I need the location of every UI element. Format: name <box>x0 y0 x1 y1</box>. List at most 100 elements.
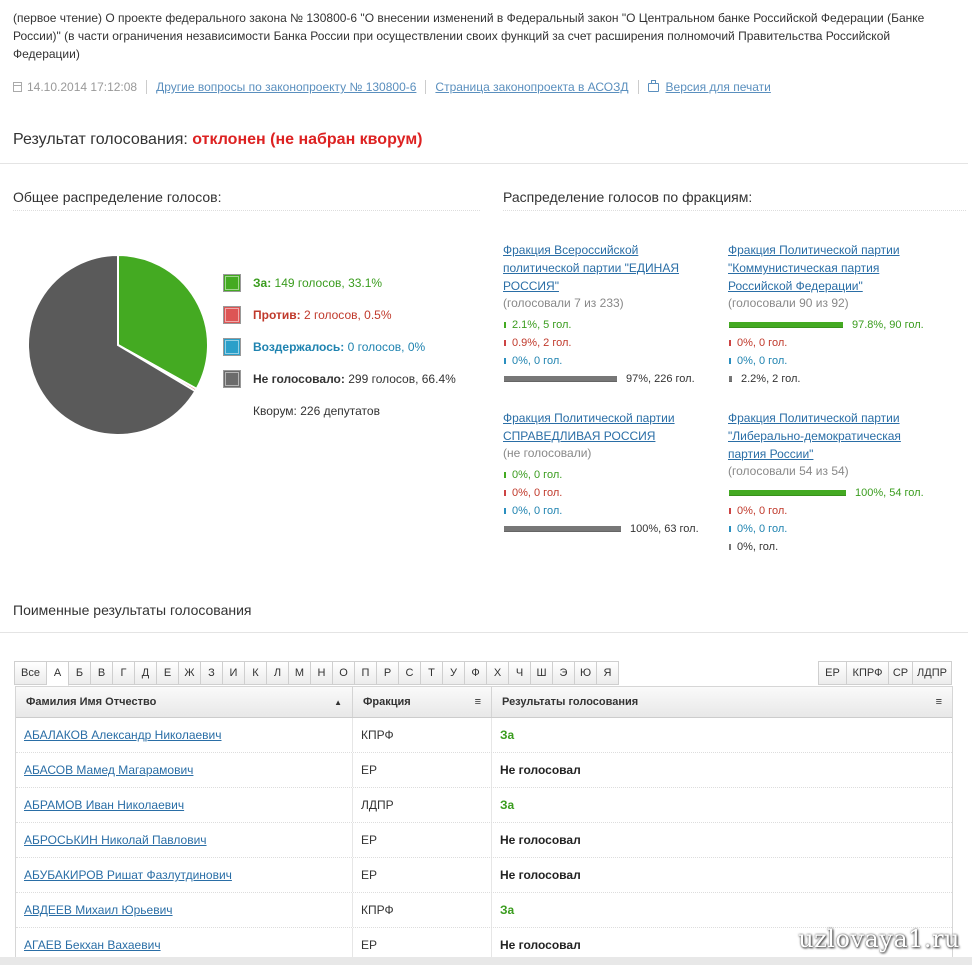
vote-share-bar <box>504 322 506 328</box>
letter-tab[interactable]: Д <box>135 661 157 685</box>
print-version-link[interactable]: Версия для печати <box>665 80 771 94</box>
letter-tab[interactable]: Б <box>69 661 91 685</box>
faction-filter-tab[interactable]: СР <box>889 661 913 685</box>
vote-share-text: 97%, 226 гол. <box>626 373 695 385</box>
other-questions-link[interactable]: Другие вопросы по законопроекту № 130800… <box>156 80 417 94</box>
result-status: отклонен (не набран кворум) <box>192 131 423 148</box>
letter-tab[interactable]: Л <box>267 661 289 685</box>
vote-pie-chart <box>27 253 209 436</box>
letter-tab[interactable]: В <box>91 661 113 685</box>
deputy-name-link[interactable]: АБУБАКИРОВ Ришат Фазлутдинович <box>24 868 232 882</box>
table-row: АБРАМОВ Иван Николаевич ЛДПР За <box>16 788 952 823</box>
faction-value: КПРФ <box>361 903 394 917</box>
letter-tab[interactable]: К <box>245 661 267 685</box>
menu-icon[interactable]: ≡ <box>474 696 481 708</box>
faction-vote-row-abs: 0%, 0 гол. <box>728 520 928 538</box>
divider <box>503 210 966 211</box>
table-row: АБАЛАКОВ Александр Николаевич КПРФ За <box>16 718 952 753</box>
vote-share-text: 0%, 0 гол. <box>737 505 788 517</box>
letter-tab[interactable]: Е <box>157 661 179 685</box>
letter-tab[interactable]: Р <box>377 661 399 685</box>
faction-filter-tab[interactable]: КПРФ <box>847 661 889 685</box>
legend-label: Не голосовало: <box>253 372 345 386</box>
vote-share-text: 2.2%, 2 гол. <box>741 373 801 385</box>
letter-tab[interactable]: И <box>223 661 245 685</box>
horizontal-scrollbar[interactable] <box>0 957 972 965</box>
column-title: Фракция <box>363 696 411 708</box>
vote-cell: За <box>492 788 952 822</box>
printer-icon[interactable] <box>647 79 659 92</box>
letter-tab[interactable]: Т <box>421 661 443 685</box>
table-row: АВДЕЕВ Михаил Юрьевич КПРФ За <box>16 893 952 928</box>
legend-swatch-yes <box>223 274 241 292</box>
letter-tab[interactable]: П <box>355 661 377 685</box>
asozd-page-link[interactable]: Страница законопроекта в АСОЗД <box>435 80 629 94</box>
letter-tab[interactable]: У <box>443 661 465 685</box>
vote-share-bar <box>504 376 617 382</box>
vote-datetime: 14.10.2014 17:12:08 <box>27 80 138 94</box>
deputy-name-link[interactable]: АБРОСЬКИН Николай Павлович <box>24 833 207 847</box>
faction-vote-row-yes: 97.8%, 90 гол. <box>728 316 928 334</box>
vote-share-text: 0.9%, 2 гол. <box>512 337 572 349</box>
vote-share-bar <box>504 472 506 478</box>
faction-participation: (голосовали 7 из 233) <box>503 296 624 310</box>
faction-filter-tab[interactable]: ЕР <box>818 661 847 685</box>
divider <box>0 632 968 633</box>
letter-tab[interactable]: Ж <box>179 661 201 685</box>
letter-tab[interactable]: Э <box>553 661 575 685</box>
faction-value: ЕР <box>361 833 378 847</box>
letter-tab[interactable]: Х <box>487 661 509 685</box>
faction-vote-row-yes: 0%, 0 гол. <box>503 466 703 484</box>
letter-tab[interactable]: Ч <box>509 661 531 685</box>
column-header-result[interactable]: Результаты голосования ≡ <box>492 687 952 717</box>
faction-name-link[interactable]: Фракция Политической партии "Коммунистич… <box>728 243 900 293</box>
letter-tab[interactable]: М <box>289 661 311 685</box>
vote-result-title: Результат голосования: отклонен (не набр… <box>13 131 423 149</box>
letter-tab[interactable]: Ю <box>575 661 597 685</box>
menu-icon[interactable]: ≡ <box>935 696 942 708</box>
sort-asc-icon[interactable]: ▲ <box>334 697 342 707</box>
vote-share-bar <box>729 376 732 382</box>
legend-item-abstain: Воздержалось: 0 голосов, 0% <box>223 337 456 357</box>
faction-vote-row-no: 0%, 0 гол. <box>728 502 928 520</box>
letter-tab[interactable]: Н <box>311 661 333 685</box>
letter-tab[interactable]: А <box>47 661 69 686</box>
deputy-name-link[interactable]: АБАЛАКОВ Александр Николаевич <box>24 728 222 742</box>
letter-tab[interactable]: Ф <box>465 661 487 685</box>
faction-card: Фракция Политической партии "Коммунистич… <box>728 241 928 388</box>
letter-tab-all[interactable]: Все <box>14 661 47 685</box>
letter-tab[interactable]: Г <box>113 661 135 685</box>
legend-swatch-no <box>223 306 241 324</box>
faction-name-link[interactable]: Фракция Политической партии СПРАВЕДЛИВАЯ… <box>503 411 675 443</box>
legend-swatch-not-voted <box>223 370 241 388</box>
pie-legend: За: 149 голосов, 33.1% Против: 2 голосов… <box>223 273 456 401</box>
letter-tab[interactable]: Ш <box>531 661 553 685</box>
faction-card: Фракция Всероссийской политической парти… <box>503 241 703 388</box>
column-header-faction[interactable]: Фракция ≡ <box>353 687 492 717</box>
deputy-name-link[interactable]: АВДЕЕВ Михаил Юрьевич <box>24 903 173 917</box>
faction-name-link[interactable]: Фракция Политической партии "Либерально-… <box>728 411 901 461</box>
faction-cell: ЕР <box>353 928 492 962</box>
column-header-name[interactable]: Фамилия Имя Отчество ▲ <box>16 687 353 717</box>
vote-share-text: 0%, 0 гол. <box>512 469 563 481</box>
legend-swatch-abstain <box>223 338 241 356</box>
faction-cell: ЕР <box>353 823 492 857</box>
faction-participation: (голосовали 54 из 54) <box>728 464 849 478</box>
faction-vote-row-nv: 0%, гол. <box>728 538 928 556</box>
letter-tab[interactable]: С <box>399 661 421 685</box>
vote-share-bar <box>729 322 843 328</box>
vote-share-text: 0%, гол. <box>737 541 779 553</box>
deputy-name-link[interactable]: АБРАМОВ Иван Николаевич <box>24 798 185 812</box>
deputy-name-link[interactable]: АБАСОВ Мамед Магарамович <box>24 763 194 777</box>
name-cell: АГАЕВ Бекхан Вахаевич <box>16 928 353 962</box>
letter-tab[interactable]: З <box>201 661 223 685</box>
faction-filter-tab[interactable]: ЛДПР <box>913 661 952 685</box>
faction-vote-row-nv: 97%, 226 гол. <box>503 370 703 388</box>
vote-value: За <box>500 903 515 917</box>
faction-vote-row-yes: 2.1%, 5 гол. <box>503 316 703 334</box>
table-row: АБРОСЬКИН Николай Павлович ЕР Не голосовал <box>16 823 952 858</box>
letter-tab[interactable]: О <box>333 661 355 685</box>
faction-name-link[interactable]: Фракция Всероссийской политической парти… <box>503 243 680 293</box>
letter-tab[interactable]: Я <box>597 661 619 685</box>
deputy-name-link[interactable]: АГАЕВ Бекхан Вахаевич <box>24 938 161 952</box>
